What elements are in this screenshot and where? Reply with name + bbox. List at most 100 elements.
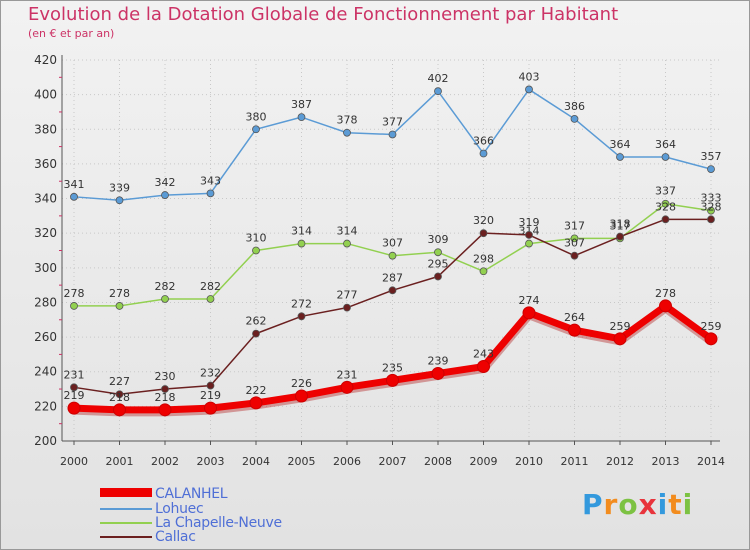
x-tick-label: 2010	[515, 455, 543, 468]
data-label: 259	[701, 320, 722, 333]
x-tick-label: 2002	[151, 455, 179, 468]
data-point	[115, 390, 124, 399]
x-tick-label: 2001	[106, 455, 134, 468]
data-point	[204, 401, 217, 415]
data-label: 232	[200, 367, 221, 380]
data-label: 317	[564, 219, 585, 232]
data-point	[252, 329, 260, 338]
data-label: 264	[564, 311, 585, 324]
data-label: 314	[337, 225, 358, 238]
proxiti-logo: Proxiti	[582, 488, 693, 521]
data-label: 380	[246, 110, 267, 123]
data-label: 298	[473, 252, 494, 265]
data-point	[161, 385, 169, 393]
data-label: 319	[519, 216, 540, 229]
data-label: 377	[382, 115, 403, 128]
data-label: 278	[655, 287, 676, 300]
data-label: 357	[701, 150, 722, 163]
data-point	[115, 196, 124, 205]
legend-swatch	[100, 508, 152, 510]
data-point	[206, 381, 215, 390]
data-label: 328	[655, 200, 676, 213]
data-point	[161, 191, 169, 199]
data-point	[113, 403, 126, 417]
logo-letter: i	[682, 488, 694, 521]
data-point	[70, 383, 78, 392]
data-label: 274	[519, 294, 540, 307]
data-point	[252, 125, 260, 134]
data-point	[525, 231, 533, 239]
data-label: 328	[701, 200, 722, 213]
logo-letter: x	[638, 488, 658, 521]
data-point	[570, 234, 579, 243]
x-tick-label: 2004	[242, 455, 270, 468]
data-point	[388, 251, 397, 260]
data-point	[158, 403, 172, 417]
data-point	[431, 366, 445, 380]
data-point	[659, 299, 672, 313]
data-label: 282	[200, 280, 221, 293]
data-label: 219	[64, 389, 85, 402]
chart-title: Evolution de la Dotation Globale de Fonc…	[28, 4, 619, 25]
data-point	[388, 130, 397, 139]
data-point	[252, 246, 260, 255]
data-point	[525, 239, 533, 248]
data-label: 218	[109, 391, 130, 404]
data-label: 230	[155, 370, 176, 383]
data-label: 318	[610, 218, 631, 231]
data-label: 235	[382, 361, 403, 374]
data-label: 364	[655, 138, 676, 151]
data-point	[343, 239, 351, 248]
x-tick-label: 2012	[606, 455, 634, 468]
data-label: 403	[519, 70, 540, 83]
y-tick-label: 240	[34, 365, 57, 379]
data-point	[707, 165, 715, 174]
data-point	[249, 396, 263, 410]
data-point	[661, 153, 670, 161]
data-label: 278	[109, 287, 130, 300]
logo-letter: t	[668, 488, 683, 521]
data-point	[70, 192, 78, 201]
data-point	[206, 189, 215, 198]
data-point	[570, 114, 579, 123]
data-point	[297, 113, 306, 122]
x-tick-label: 2011	[561, 455, 589, 468]
y-tick-label: 360	[34, 157, 57, 171]
x-tick-label: 2009	[470, 455, 498, 468]
x-tick-label: 2014	[697, 455, 725, 468]
data-point	[297, 239, 306, 248]
logo-letter: r	[603, 488, 619, 521]
data-label: 339	[109, 181, 130, 194]
data-label: 231	[337, 368, 358, 381]
data-label: 278	[64, 287, 85, 300]
data-point	[616, 153, 624, 161]
data-label: 227	[109, 375, 130, 388]
y-tick-label: 380	[34, 122, 57, 136]
data-label: 282	[155, 280, 176, 293]
data-label: 277	[337, 289, 358, 302]
data-label: 337	[655, 185, 676, 198]
data-point	[340, 380, 354, 394]
data-label: 402	[428, 72, 449, 85]
data-label: 226	[291, 377, 312, 390]
data-point	[67, 401, 81, 415]
data-label: 310	[246, 232, 267, 245]
data-point	[434, 87, 442, 96]
data-label: 317	[610, 219, 631, 232]
data-point	[115, 302, 124, 310]
data-point	[388, 286, 397, 295]
y-tick-label: 340	[34, 192, 57, 206]
x-tick-label: 2008	[424, 455, 452, 468]
data-point	[570, 251, 579, 260]
data-point	[434, 272, 442, 281]
data-point	[477, 360, 490, 374]
y-tick-label: 220	[34, 399, 57, 413]
logo-letter: P	[582, 488, 604, 521]
data-point	[704, 332, 718, 346]
y-tick-label: 320	[34, 226, 57, 240]
data-label: 342	[155, 176, 176, 189]
y-tick-label: 300	[34, 261, 57, 275]
data-point	[479, 229, 488, 238]
